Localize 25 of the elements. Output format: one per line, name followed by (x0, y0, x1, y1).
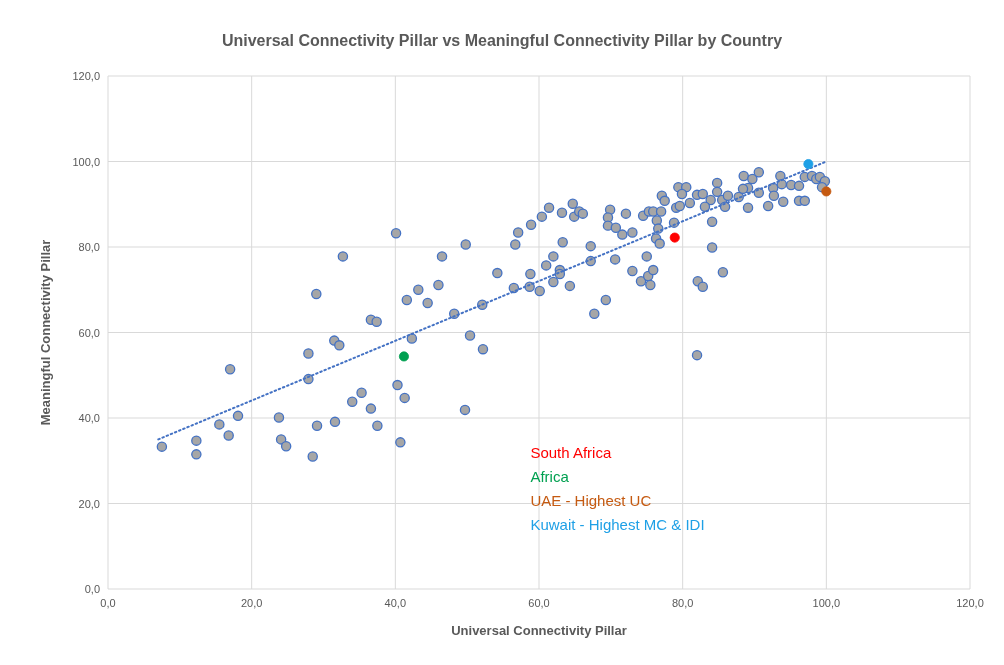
x-tick-label: 80,0 (671, 597, 694, 609)
y-tick-label: 40,0 (78, 412, 100, 424)
text: UAE - Highest UC (530, 492, 652, 510)
x-tick-label: 20,0 (240, 597, 263, 609)
point (669, 232, 680, 243)
x-tick-label: 100,0 (812, 597, 841, 609)
x-axis-title: Universal Connectivity Pillar (451, 623, 627, 638)
x-tick-label: 60,0 (528, 597, 550, 609)
text: Africa (530, 468, 570, 486)
text: South Africa (530, 444, 612, 462)
x-tick-label: 0,0 (100, 597, 116, 609)
y-tick-label: 100,0 (72, 155, 100, 168)
point (821, 186, 832, 197)
x-tick-label: 40,0 (384, 597, 407, 609)
y-tick-label: 0,0 (84, 583, 100, 595)
text: Kuwait - Highest MC & IDI (530, 516, 705, 534)
y-tick-label: 20,0 (78, 497, 100, 510)
y-tick-label: 80,0 (78, 241, 100, 253)
x-tick-label: 120,0 (956, 597, 984, 609)
y-tick-label: 120,0 (72, 70, 100, 82)
point (803, 159, 814, 170)
chart-title: Universal Connectivity Pillar vs Meaningful Connectivity Pillar by Country (221, 32, 783, 49)
point (398, 351, 409, 362)
y-axis-title: Meaningful Connectivity Pillar (38, 239, 53, 426)
y-tick-label: 60,0 (78, 326, 100, 339)
